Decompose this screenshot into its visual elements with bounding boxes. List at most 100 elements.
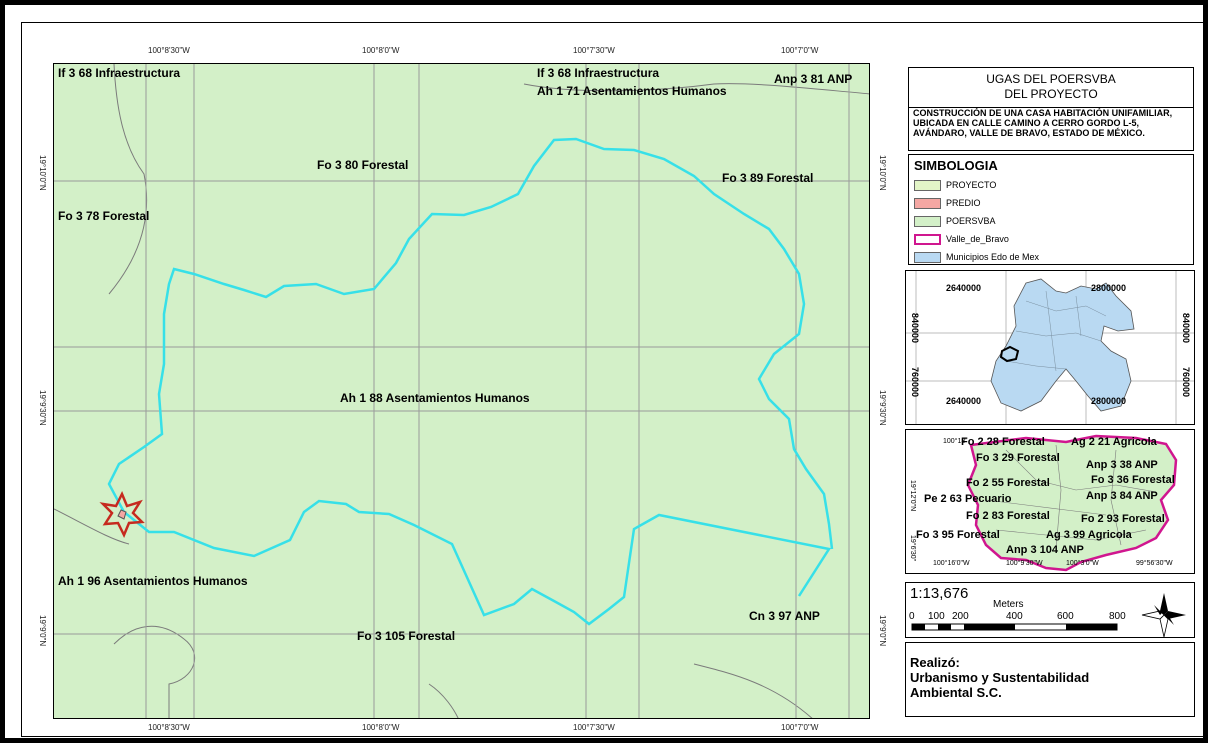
legend-label: PROYECTO	[946, 180, 997, 190]
project-description: CONSTRUCCIÓN DE UNA CASA HABITACIÓN UNIF…	[913, 108, 1173, 138]
map-title-line: DEL PROYECTO	[1004, 87, 1098, 101]
legend-swatch	[914, 215, 941, 227]
map-sheet: 100°8'30"W 100°8'0"W 100°7'30"W 100°7'0"…	[5, 5, 1205, 738]
scale-bar-segments	[911, 623, 1118, 631]
uga-boundary-line	[523, 83, 869, 95]
predio-marker[interactable]	[99, 490, 145, 539]
zone-label: Fo 3 80 Forestal	[317, 158, 409, 172]
grid-label: 2800000	[1091, 283, 1127, 293]
legend-item: POERSVBA	[914, 213, 1188, 229]
scale-tick: 100	[928, 611, 945, 622]
lon-label-bottom: 100°8'0"W	[362, 723, 400, 732]
inset-coord-label: 19°12'0"N	[909, 480, 916, 512]
uga-boundary-line	[428, 683, 459, 718]
inset-coord-label: 99°56'30"W	[1136, 560, 1173, 567]
lat-label-left: 19°9'30"N	[38, 390, 47, 426]
legend-swatch	[914, 233, 941, 245]
graticule	[54, 64, 869, 718]
map-title-line: UGAS DEL POERSVBA	[986, 72, 1116, 86]
zone-label: Cn 3 97 ANP	[749, 609, 820, 623]
legend-box: SIMBOLOGIA PROYECTO PREDIO POERSVBA Vall…	[908, 154, 1194, 265]
lat-label-right: 19°9'0"N	[878, 615, 887, 647]
scale-bar	[911, 593, 1186, 638]
legend-swatch	[914, 179, 941, 191]
legend-swatch	[914, 251, 941, 263]
legend-item: Valle_de_Bravo	[914, 231, 1188, 247]
sheet-border	[21, 22, 1205, 737]
valle-de-bravo-polygon	[966, 434, 1178, 572]
inset-zone-label: Fo 2 83 Forestal	[966, 510, 1050, 522]
main-map-canvas	[54, 64, 869, 718]
lon-label-top: 100°7'0"W	[781, 46, 819, 55]
inset-zone-label: Fo 3 36 Forestal	[1091, 474, 1175, 486]
grid-label: 840000	[1181, 313, 1191, 344]
location-map-canvas	[906, 271, 1194, 424]
inset-coord-label: 100°16'0"W	[933, 560, 970, 567]
uga-boundary-line	[113, 625, 196, 718]
credit-line: Ambiental S.C.	[910, 685, 1002, 700]
valle-de-bravo-outline	[999, 345, 1020, 363]
inset-coord-label: 100°18'	[943, 438, 967, 445]
lat-label-left: 19°10'0"N	[38, 155, 47, 191]
inset-zone-label: Anp 3 104 ANP	[1006, 544, 1084, 556]
grid-label: 760000	[910, 367, 920, 398]
lon-label-top: 100°8'0"W	[362, 46, 400, 55]
project-description-box: CONSTRUCCIÓN DE UNA CASA HABITACIÓN UNIF…	[908, 107, 1194, 151]
lat-label-right: 19°10'0"N	[878, 155, 887, 191]
uga-boundary-line	[54, 508, 130, 545]
inset-zone-label: Ag 2 21 Agricola	[1071, 436, 1157, 448]
scale-box: 1:13,676 Meters 0 100 200 400 600 8	[905, 582, 1195, 638]
estado-de-mexico-shape	[990, 278, 1135, 412]
zone-label: Ah 1 71 Asentamientos Humanos	[537, 84, 727, 98]
legend-swatch	[914, 197, 941, 209]
zone-label: Fo 3 78 Forestal	[58, 209, 150, 223]
inset-zone-label: Anp 3 84 ANP	[1086, 490, 1158, 502]
scale-ratio: 1:13,676	[910, 585, 969, 602]
inset-zone-label: Fo 3 29 Forestal	[976, 452, 1060, 464]
grid-label: 760000	[1181, 367, 1191, 398]
zone-label: If 3 68 Infraestructura	[58, 66, 181, 80]
valle-de-bravo-inset-map[interactable]: 100°18' Fo 2 28 Forestal Ag 2 21 Agricol…	[905, 429, 1195, 574]
inset-zone-label: Fo 2 28 Forestal	[961, 436, 1045, 448]
zone-label: Ah 1 96 Asentamientos Humanos	[58, 574, 248, 588]
scale-tick: 200	[952, 611, 969, 622]
legend-item: Municipios Edo de Mex	[914, 249, 1188, 265]
zone-label: Ah 1 88 Asentamientos Humanos	[340, 391, 530, 405]
lat-label-right: 19°9'30"N	[878, 390, 887, 426]
zone-label: Anp 3 81 ANP	[774, 72, 853, 86]
inset-zone-label: Fo 2 93 Forestal	[1081, 513, 1165, 525]
inset-zone-label: Pe 2 63 Pecuario	[924, 493, 1012, 505]
scale-tick: 800	[1109, 611, 1126, 622]
map-title-box: UGAS DEL POERSVBA DEL PROYECTO	[908, 67, 1194, 108]
inset-zone-label: Fo 3 95 Forestal	[916, 529, 1000, 541]
inset-zone-label: Fo 2 55 Forestal	[966, 477, 1050, 489]
legend-label: PREDIO	[946, 198, 981, 208]
grid-label: 2640000	[946, 283, 982, 293]
legend-item: PREDIO	[914, 195, 1188, 211]
credits-box: Realizó: Urbanismo y Sustentabilidad Amb…	[905, 642, 1195, 717]
lon-label-top: 100°8'30"W	[148, 46, 190, 55]
inset-coord-label: 19°6'30"	[909, 535, 916, 562]
lon-label-bottom: 100°7'30"W	[573, 723, 615, 732]
inset-coord-label: 100°3'0"W	[1066, 560, 1099, 567]
inset-coord-label: 100°9'30"W	[1006, 560, 1043, 567]
credit-line: Realizó:	[910, 655, 960, 670]
north-arrow	[1141, 593, 1186, 638]
main-map[interactable]: If 3 68 Infraestructura If 3 68 Infraest…	[53, 63, 870, 719]
legend-label: Municipios Edo de Mex	[946, 252, 1040, 262]
grid-label: 2640000	[946, 396, 982, 406]
scale-tick: 400	[1006, 611, 1023, 622]
grid-label: 840000	[910, 313, 920, 344]
inset-map-canvas	[906, 430, 1194, 573]
proyecto-boundary	[107, 137, 834, 626]
legend-title: SIMBOLOGIA	[914, 158, 998, 173]
uga-boundary-line	[693, 663, 813, 718]
credit-line: Urbanismo y Sustentabilidad	[910, 670, 1090, 685]
location-map[interactable]: 2640000 2800000 2640000 2800000 840000 7…	[905, 270, 1195, 425]
inset-zone-label: Anp 3 38 ANP	[1086, 459, 1158, 471]
lon-label-top: 100°7'30"W	[573, 46, 615, 55]
scale-tick: 0	[909, 611, 915, 622]
inset-zone-label: Ag 3 99 Agricola	[1046, 529, 1132, 541]
scale-tick: 600	[1057, 611, 1074, 622]
legend-label: POERSVBA	[946, 216, 996, 226]
